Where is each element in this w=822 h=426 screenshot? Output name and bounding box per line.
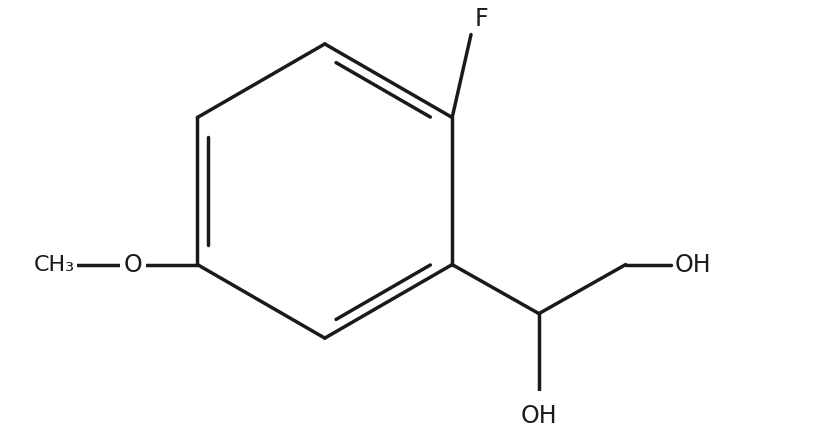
Text: F: F: [475, 7, 488, 31]
Text: OH: OH: [675, 253, 711, 276]
Text: CH₃: CH₃: [34, 255, 75, 275]
Text: O: O: [124, 253, 143, 276]
Text: OH: OH: [520, 404, 557, 426]
